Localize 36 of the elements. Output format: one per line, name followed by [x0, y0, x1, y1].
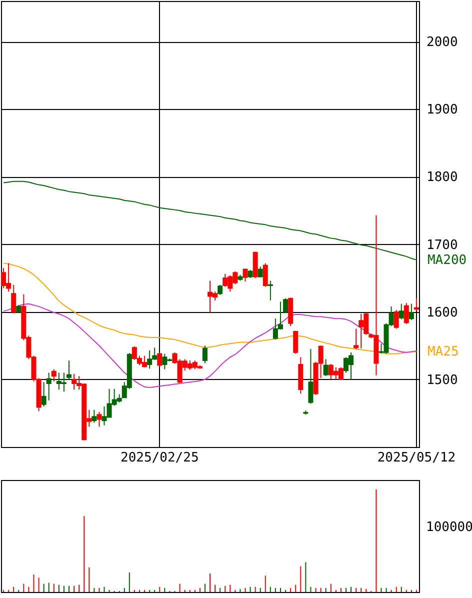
candlestick	[202, 345, 208, 364]
text: 100000	[426, 520, 472, 535]
line-series	[3, 180, 417, 260]
y-tick-label: 1500	[426, 372, 458, 388]
candlestick	[41, 382, 46, 407]
candlestick	[51, 368, 56, 382]
candlestick	[398, 303, 404, 320]
series-label: MA200	[427, 252, 467, 268]
candlestick	[218, 284, 223, 296]
candlestick	[308, 348, 314, 404]
candlestick	[293, 330, 298, 354]
candlestick	[354, 328, 359, 350]
y-tick-label: 1600	[426, 305, 458, 320]
candlestick	[408, 303, 414, 320]
candlestick	[11, 284, 16, 314]
y-tick-label: 1800	[426, 170, 458, 186]
candlestick	[323, 358, 328, 377]
candlestick	[283, 298, 288, 314]
candlestick	[258, 266, 263, 278]
x-tick-label: 2025/02/25	[120, 450, 199, 466]
y-tick-label: 1700	[426, 238, 458, 253]
candlestick	[66, 360, 72, 380]
candlestick	[404, 302, 409, 325]
candlestick	[157, 352, 162, 368]
candlestick	[46, 372, 52, 401]
candlestick	[394, 309, 399, 330]
candlestick	[268, 280, 273, 301]
x-tick-label: 2025/05/12	[377, 450, 456, 466]
candlestick	[92, 409, 97, 424]
y-tick-label: 1900	[426, 102, 458, 118]
y-tick-label: 2000	[426, 35, 458, 50]
candlestick	[242, 268, 248, 282]
candlestick	[414, 298, 419, 311]
series-label: MA25	[427, 344, 459, 360]
candlestick	[262, 262, 268, 288]
candlestick	[96, 411, 102, 428]
